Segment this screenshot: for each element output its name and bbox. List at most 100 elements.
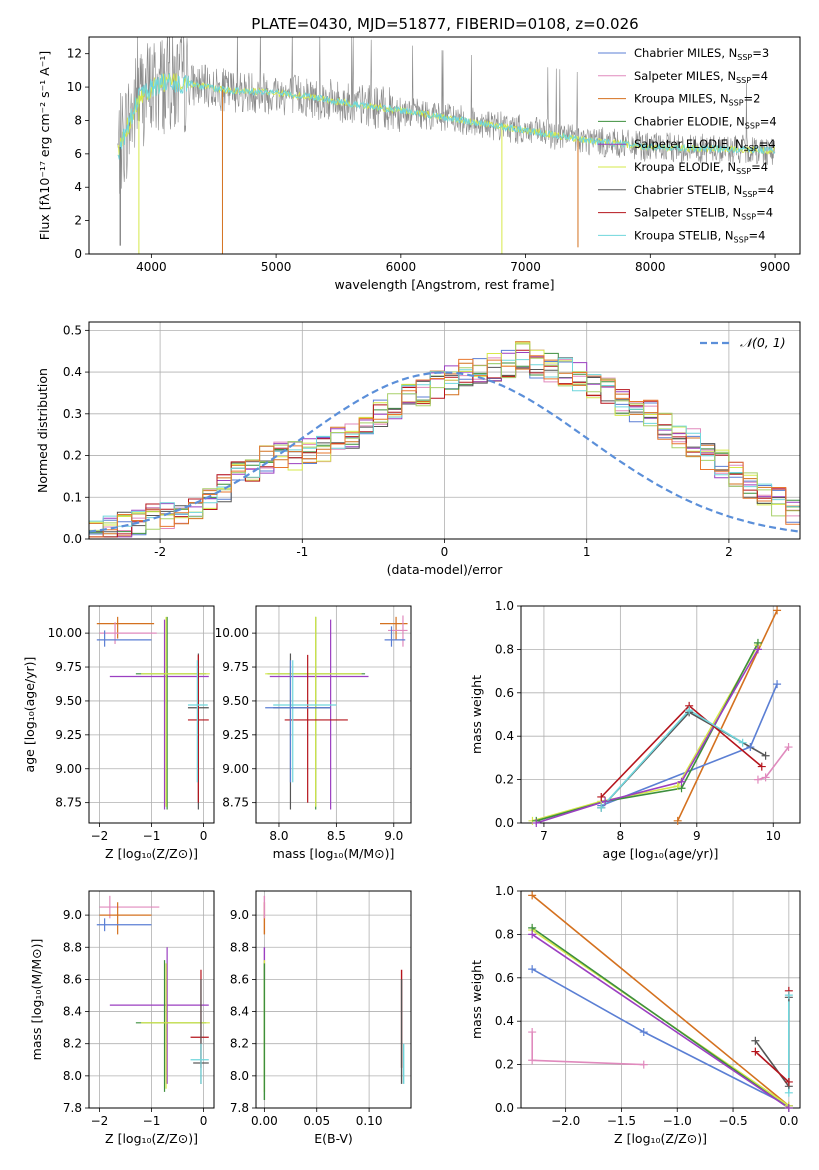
x-axis-label: wavelength [Angstrom, rest frame] [334, 277, 554, 292]
legend-label: Chabrier STELIB, NSSP=4 [634, 183, 774, 199]
x-axis-label: Z [log₁₀(Z/Z⊙)] [105, 1131, 198, 1146]
legend-label: Chabrier MILES, NSSP=3 [634, 46, 769, 62]
weight-point [784, 743, 793, 752]
plot-area [531, 894, 790, 1108]
x-axis-label: E(B-V) [314, 1131, 353, 1146]
legend: Chabrier MILES, NSSP=3 Salpeter MILES, NS… [598, 46, 777, 244]
x-tick-label: 8.0 [269, 829, 288, 843]
residual-histogram [89, 355, 800, 538]
x-tick-label: 0 [200, 1114, 208, 1128]
y-tick-label: 8.2 [230, 1037, 249, 1051]
weight-point [751, 1047, 760, 1056]
plot-area [265, 615, 408, 810]
y-tick-label: 7.8 [63, 1101, 82, 1115]
x-tick-label: 0.05 [303, 1114, 330, 1128]
axes-frame [88, 36, 801, 255]
normal-curve [89, 371, 800, 533]
legend-label: Kroupa STELIB, NSSP=4 [634, 228, 765, 244]
weight-point [751, 1036, 760, 1045]
weight-line [531, 1032, 644, 1066]
y-tick-label: 8.0 [63, 1069, 82, 1083]
y-axis-label: Flux [fλ10⁻¹⁷ erg cm⁻² s⁻¹ A⁻¹] [37, 51, 52, 240]
x-tick-label: −2 [91, 829, 109, 843]
weight-line [531, 933, 790, 1108]
plot-area [532, 609, 790, 823]
x-tick-label: −2 [91, 1114, 109, 1128]
x-axis-label: Z [log₁₀(Z/Z⊙)] [105, 846, 198, 861]
x-tick-label: 2 [725, 545, 733, 559]
weight-point [532, 819, 541, 827]
y-tick-label: 0.3 [63, 407, 82, 421]
y-tick-label: 2 [74, 214, 82, 228]
panel-age_vs_Z: −2 −1 0 8.75 9.00 9.25 9.50 9.75 10.00 Z [log₁₀(Z… [22, 605, 215, 861]
weight-point [528, 1056, 537, 1065]
y-tick-label: 0 [74, 247, 82, 261]
observed-spectrum [117, 37, 776, 194]
weight-line [754, 990, 790, 1084]
y-tick-label: 0.6 [495, 686, 514, 700]
plot-area [89, 341, 800, 538]
x-tick-label: 1 [583, 545, 591, 559]
y-tick-label: 9.75 [222, 660, 249, 674]
weight-point [528, 965, 537, 974]
weight-point [753, 645, 762, 654]
legend-label: Salpeter ELODIE, NSSP=4 [634, 137, 776, 153]
weight-point [685, 706, 694, 715]
figure-title: PLATE=0430, MJD=51877, FIBERID=0108, z=0… [251, 15, 638, 33]
weight-point [639, 1060, 648, 1069]
y-tick-label: 8.8 [63, 940, 82, 954]
axes-frame [520, 890, 801, 1109]
y-tick-label: 9.50 [222, 694, 249, 708]
x-tick-label: −1 [143, 829, 161, 843]
legend-label: Salpeter STELIB, NSSP=4 [634, 206, 773, 222]
weight-point [784, 1104, 793, 1112]
x-axis-label: age [log₁₀(age/yr)] [603, 846, 719, 861]
residual-histogram [89, 352, 800, 538]
axes-frame [255, 605, 412, 824]
x-axis-label: mass [log₁₀(M/M⊙)] [273, 846, 395, 861]
x-tick-label: 8 [617, 829, 625, 843]
y-tick-label: 7.8 [230, 1101, 249, 1115]
weight-point [757, 762, 766, 771]
y-tick-label: 0.2 [495, 1058, 514, 1072]
y-axis-label: age [log₁₀(age/yr)] [22, 657, 37, 773]
legend-label: Kroupa ELODIE, NSSP=4 [634, 160, 768, 176]
x-tick-label: 9000 [760, 260, 791, 274]
x-tick-label: 5000 [261, 260, 292, 274]
x-tick-label: 0 [441, 545, 449, 559]
weight-point [528, 1028, 537, 1037]
weight-point [753, 775, 762, 784]
weight-line [531, 968, 790, 1107]
y-tick-label: 8.6 [63, 972, 82, 986]
y-tick-label: 9.50 [55, 694, 82, 708]
y-axis-label: mass weight [469, 675, 484, 754]
x-tick-label: 0.00 [251, 1114, 278, 1128]
y-tick-label: 8.75 [222, 796, 249, 810]
x-tick-label: -1 [296, 545, 308, 559]
y-tick-label: 0.8 [495, 642, 514, 656]
x-tick-label: 4000 [136, 260, 167, 274]
plot-area [96, 616, 210, 810]
weight-line [532, 644, 759, 822]
y-tick-label: 9.25 [222, 728, 249, 742]
x-tick-label: 0.10 [356, 1114, 383, 1128]
plot-area [263, 895, 405, 1100]
x-tick-label: 9 [693, 829, 701, 843]
x-tick-label: 6000 [386, 260, 417, 274]
y-tick-label: 9.0 [63, 908, 82, 922]
y-tick-label: 10 [67, 80, 82, 94]
x-tick-label: 9.0 [384, 829, 403, 843]
y-tick-label: 8.4 [63, 1005, 82, 1019]
axes-frame [520, 605, 801, 824]
panels: 4000 5000 6000 7000 8000 9000024681012wavelen… [22, 36, 801, 1146]
y-tick-label: 4 [74, 180, 82, 194]
x-tick-label: 0.0 [779, 1114, 798, 1128]
x-tick-label: −1 [143, 1114, 161, 1128]
y-axis-label: Normed distribution [35, 368, 50, 493]
y-tick-label: 9.0 [230, 908, 249, 922]
model-spectrum [117, 73, 776, 160]
weight-point [738, 738, 747, 747]
y-tick-label: 10.00 [48, 626, 82, 640]
x-axis-label: Z [log₁₀(Z/Z⊙)] [614, 1131, 707, 1146]
y-axis-label: mass weight [469, 960, 484, 1039]
